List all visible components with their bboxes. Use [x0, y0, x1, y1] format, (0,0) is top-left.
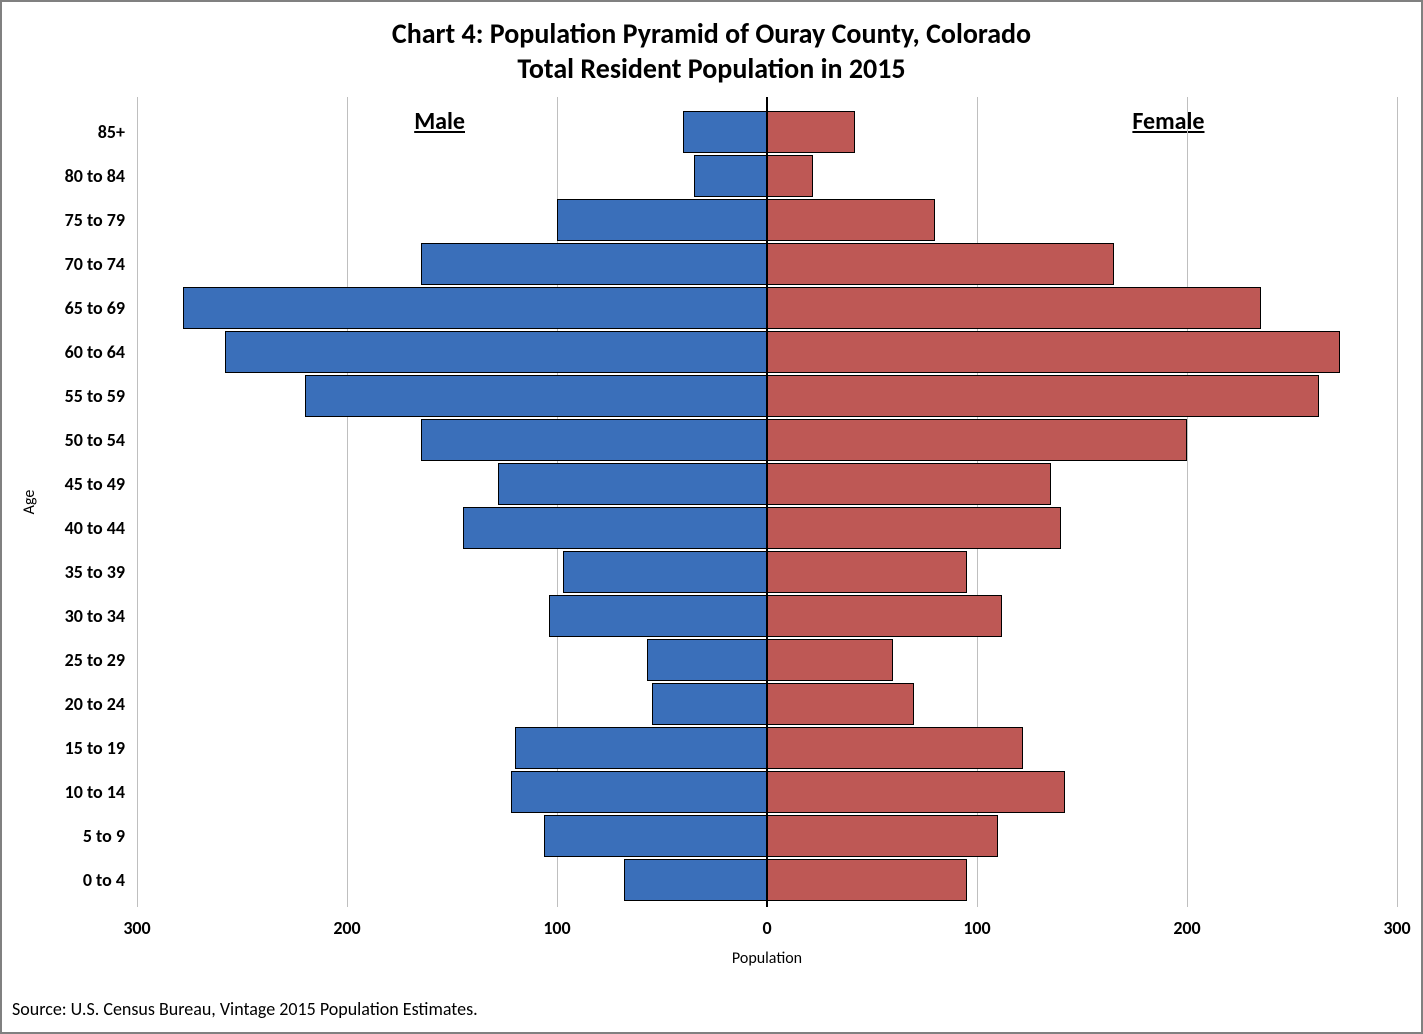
y-tick-label: 60 to 64	[65, 341, 137, 363]
x-tick-label: 300	[123, 907, 150, 939]
bar-male	[544, 815, 767, 857]
bar-female	[767, 771, 1065, 813]
bar-male	[511, 771, 767, 813]
y-tick-label: 0 to 4	[83, 869, 137, 891]
bar-female	[767, 859, 967, 901]
bar-male	[305, 375, 767, 417]
plot-area: Male Female Age Population 3002001000100…	[137, 97, 1397, 907]
bar-female	[767, 683, 914, 725]
bar-male	[624, 859, 767, 901]
y-tick-label: 80 to 84	[65, 165, 137, 187]
y-tick-label: 45 to 49	[65, 473, 137, 495]
bar-male	[652, 683, 768, 725]
bar-female	[767, 463, 1051, 505]
bar-male	[563, 551, 767, 593]
bar-female	[767, 331, 1340, 373]
bar-male	[421, 243, 768, 285]
y-tick-label: 20 to 24	[65, 693, 137, 715]
y-tick-label: 70 to 74	[65, 253, 137, 275]
x-tick-label: 0	[762, 907, 771, 939]
bar-male	[498, 463, 767, 505]
y-axis-title: Age	[20, 490, 39, 515]
gridline	[1397, 97, 1398, 907]
chart-container: Chart 4: Population Pyramid of Ouray Cou…	[0, 0, 1423, 1034]
source-note: Source: U.S. Census Bureau, Vintage 2015…	[12, 998, 478, 1020]
bar-female	[767, 375, 1319, 417]
y-tick-label: 55 to 59	[65, 385, 137, 407]
y-tick-label: 5 to 9	[83, 825, 137, 847]
bar-female	[767, 507, 1061, 549]
bar-male	[694, 155, 768, 197]
bar-male	[515, 727, 767, 769]
y-tick-label: 35 to 39	[65, 561, 137, 583]
bar-male	[183, 287, 767, 329]
bar-female	[767, 111, 855, 153]
bar-male	[549, 595, 767, 637]
bar-female	[767, 287, 1261, 329]
x-tick-label: 200	[333, 907, 360, 939]
y-tick-label: 25 to 29	[65, 649, 137, 671]
bar-male	[647, 639, 767, 681]
y-tick-label: 10 to 14	[65, 781, 137, 803]
bar-female	[767, 551, 967, 593]
y-tick-label: 85+	[98, 121, 137, 143]
bar-female	[767, 815, 998, 857]
bar-female	[767, 727, 1023, 769]
y-tick-label: 65 to 69	[65, 297, 137, 319]
title-line-2: Total Resident Population in 2015	[2, 51, 1421, 86]
y-tick-label: 50 to 54	[65, 429, 137, 451]
x-tick-label: 100	[963, 907, 990, 939]
chart-title: Chart 4: Population Pyramid of Ouray Cou…	[2, 2, 1421, 86]
bar-female	[767, 639, 893, 681]
bar-female	[767, 595, 1002, 637]
x-tick-label: 200	[1173, 907, 1200, 939]
bar-female	[767, 419, 1187, 461]
bar-female	[767, 199, 935, 241]
y-tick-label: 30 to 34	[65, 605, 137, 627]
y-tick-label: 75 to 79	[65, 209, 137, 231]
bar-male	[683, 111, 767, 153]
center-axis	[766, 97, 768, 907]
bar-male	[421, 419, 768, 461]
x-tick-label: 300	[1383, 907, 1410, 939]
x-tick-label: 100	[543, 907, 570, 939]
y-tick-label: 15 to 19	[65, 737, 137, 759]
bar-male	[463, 507, 768, 549]
y-tick-label: 40 to 44	[65, 517, 137, 539]
bar-female	[767, 155, 813, 197]
title-line-1: Chart 4: Population Pyramid of Ouray Cou…	[2, 16, 1421, 51]
bar-male	[557, 199, 767, 241]
bar-female	[767, 243, 1114, 285]
bar-male	[225, 331, 767, 373]
